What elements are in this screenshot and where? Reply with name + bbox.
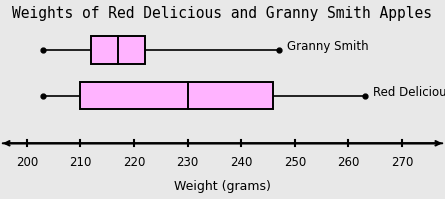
Text: Weights of Red Delicious and Granny Smith Apples: Weights of Red Delicious and Granny Smit…: [12, 6, 433, 21]
Text: Red Delicious: Red Delicious: [372, 86, 445, 99]
Text: Weight (grams): Weight (grams): [174, 180, 271, 193]
Text: 200: 200: [16, 156, 38, 169]
Bar: [91, 36, 145, 64]
Text: 270: 270: [391, 156, 413, 169]
Text: 230: 230: [177, 156, 199, 169]
Bar: [81, 82, 273, 109]
Text: Granny Smith: Granny Smith: [287, 40, 368, 53]
Text: 260: 260: [337, 156, 360, 169]
Text: 210: 210: [69, 156, 92, 169]
Text: 240: 240: [230, 156, 252, 169]
Text: 250: 250: [284, 156, 306, 169]
Text: 220: 220: [123, 156, 145, 169]
